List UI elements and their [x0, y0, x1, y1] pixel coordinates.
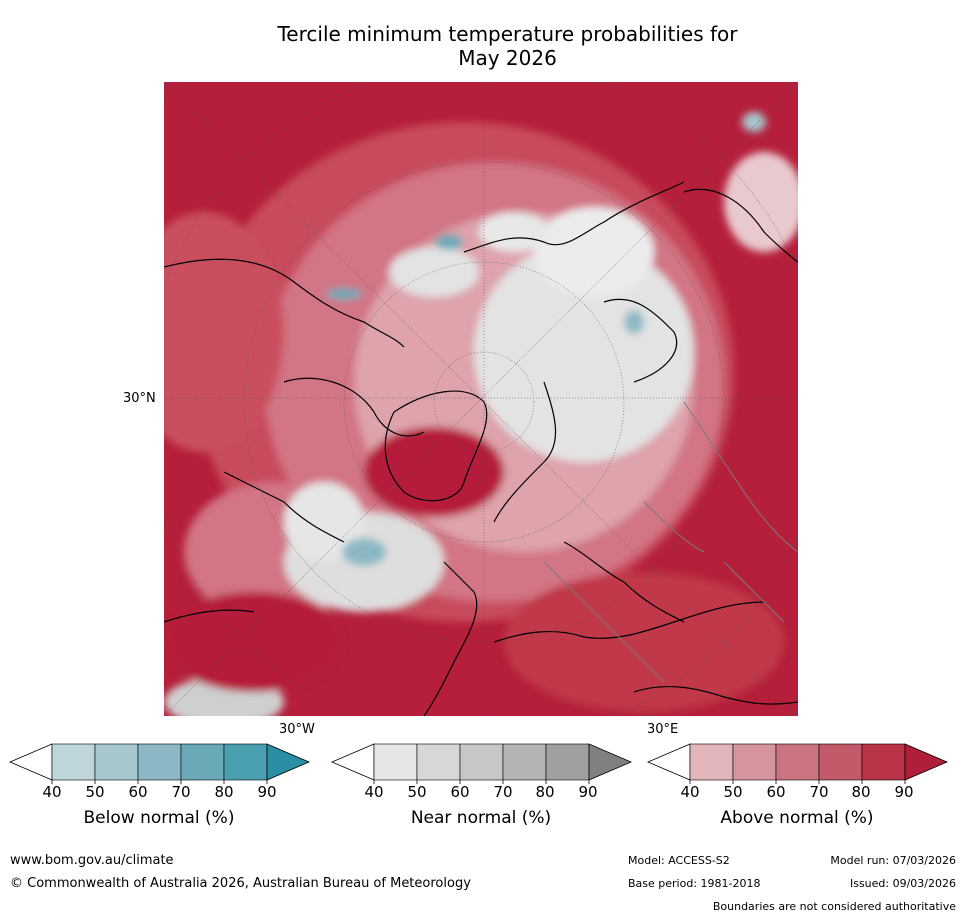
near-bin-50: [416, 743, 461, 781]
below-bin-40: [51, 743, 96, 781]
above-tick-50: 50: [723, 783, 743, 801]
below-normal-label: Below normal (%): [83, 808, 235, 828]
near-bin-70: [502, 743, 547, 781]
base-period: Base period: 1981-2018: [628, 877, 761, 890]
near-tick-80: 80: [535, 783, 555, 801]
below-bin-50: [94, 743, 139, 781]
country-borders: [543, 401, 798, 683]
above-tick-80: 80: [851, 783, 871, 801]
website-link[interactable]: www.bom.gov.au/climate: [10, 853, 174, 868]
above-extend-high: [904, 743, 949, 781]
copyright-text: © Commonwealth of Australia 2026, Austra…: [10, 876, 471, 891]
near-tick-70: 70: [493, 783, 513, 801]
boundaries-disclaimer: Boundaries are not considered authoritat…: [712, 900, 956, 913]
model-name: Model: ACCESS-S2: [628, 854, 730, 867]
below-bin-70: [180, 743, 225, 781]
below-bin-80: [223, 743, 268, 781]
below-tick-70: 70: [171, 783, 191, 801]
above-bin-60: [775, 743, 820, 781]
longitude-label-east: 30°E: [647, 722, 679, 737]
below-bin-60: [137, 743, 182, 781]
chart-title: Tercile minimum temperature probabilitie…: [210, 22, 805, 70]
map-canvas: [164, 82, 798, 716]
near-extend-high: [588, 743, 633, 781]
above-bin-70: [818, 743, 863, 781]
below-tick-60: 60: [128, 783, 148, 801]
near-bin-40: [373, 743, 418, 781]
latitude-label: 30°N: [123, 391, 156, 406]
model-run-date: Model run: 07/03/2026: [830, 854, 956, 867]
near-bin-60: [459, 743, 504, 781]
below-tick-80: 80: [214, 783, 234, 801]
above-tick-90: 90: [894, 783, 914, 801]
below-extend-low: [8, 743, 53, 781]
above-tick-40: 40: [680, 783, 700, 801]
issued-date: Issued: 09/03/2026: [849, 877, 956, 890]
above-bin-80: [861, 743, 906, 781]
above-tick-60: 60: [766, 783, 786, 801]
above-bin-40: [689, 743, 734, 781]
title-line-1: Tercile minimum temperature probabilitie…: [277, 22, 738, 46]
graticule: [164, 82, 798, 716]
title-line-2: May 2026: [458, 46, 557, 70]
below-tick-90: 90: [257, 783, 277, 801]
near-tick-60: 60: [450, 783, 470, 801]
above-extend-low: [646, 743, 691, 781]
near-extend-low: [330, 743, 375, 781]
above-bin-50: [732, 743, 777, 781]
near-tick-50: 50: [407, 783, 427, 801]
below-tick-40: 40: [42, 783, 62, 801]
near-tick-40: 40: [364, 783, 384, 801]
near-tick-90: 90: [578, 783, 598, 801]
above-normal-label: Above normal (%): [720, 808, 874, 828]
below-extend-high: [266, 743, 311, 781]
near-bin-80: [545, 743, 590, 781]
near-normal-label: Near normal (%): [410, 808, 552, 828]
polar-map: [164, 82, 798, 716]
below-tick-50: 50: [85, 783, 105, 801]
coastlines: [164, 181, 798, 716]
longitude-label-west: 30°W: [279, 722, 315, 737]
above-tick-70: 70: [809, 783, 829, 801]
